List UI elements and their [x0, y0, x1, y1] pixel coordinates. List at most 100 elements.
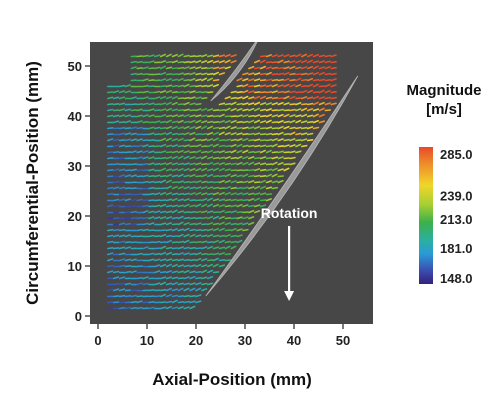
vector-arrow — [118, 144, 126, 148]
vector-arrow — [201, 125, 208, 130]
vector-arrow — [165, 162, 173, 166]
vector-arrow — [107, 186, 114, 190]
vector-arrow — [189, 156, 196, 160]
vector-arrow — [112, 120, 120, 124]
vector-arrow — [218, 180, 225, 184]
vector-arrow — [248, 210, 255, 214]
vector-arrow — [136, 55, 143, 58]
vector-arrow — [300, 78, 308, 82]
vector-arrow — [230, 222, 237, 226]
vector-arrow — [142, 78, 149, 82]
vector-arrow — [148, 60, 155, 64]
vector-arrow — [159, 114, 167, 118]
vector-arrow — [189, 85, 196, 88]
vector-arrow — [136, 306, 143, 310]
vector-arrow — [271, 167, 278, 172]
vector-arrow — [207, 245, 214, 250]
vector-arrow — [277, 180, 284, 184]
vector-arrow — [195, 103, 202, 106]
vector-arrow — [195, 252, 202, 256]
vector-arrow — [248, 156, 255, 160]
vector-arrow — [265, 96, 273, 100]
vector-arrow — [154, 295, 161, 298]
vector-arrow — [183, 239, 190, 244]
vector-arrow — [148, 175, 155, 178]
vector-arrow — [254, 192, 261, 196]
vector-arrow — [300, 53, 308, 58]
vector-arrow — [265, 66, 273, 70]
vector-arrow — [189, 199, 196, 202]
vector-arrow — [112, 163, 120, 166]
vector-arrow — [224, 59, 231, 64]
vector-arrow — [195, 138, 202, 142]
vector-arrow — [136, 198, 143, 202]
vector-arrow — [183, 108, 190, 112]
vector-arrow — [295, 77, 302, 82]
vector-arrow — [130, 126, 137, 130]
vector-arrow — [165, 192, 172, 196]
vector-arrow — [142, 282, 149, 286]
vector-arrow — [230, 204, 237, 208]
vector-arrow — [306, 114, 314, 118]
vector-arrow — [183, 90, 190, 94]
vector-arrow — [230, 119, 237, 124]
vector-arrow — [201, 163, 208, 166]
vector-arrow — [224, 107, 231, 112]
x-tick-label: 20 — [189, 333, 203, 348]
vector-arrow — [230, 198, 237, 202]
vector-arrow — [306, 96, 314, 100]
vector-arrow — [107, 247, 114, 250]
vector-arrow — [254, 162, 261, 166]
vector-arrow — [318, 85, 326, 88]
vector-arrow — [177, 270, 184, 274]
vector-arrow — [248, 107, 255, 112]
vector-arrow — [224, 144, 231, 148]
vector-arrow — [183, 181, 190, 184]
vector-arrow — [171, 299, 178, 304]
vector-arrow — [165, 210, 173, 214]
vector-arrow — [165, 108, 172, 112]
vector-arrow — [207, 161, 214, 166]
vector-arrow — [207, 192, 214, 196]
vector-arrow — [330, 102, 337, 106]
vector-arrow — [318, 120, 326, 124]
vector-arrow — [136, 276, 143, 280]
vector-arrow — [124, 174, 131, 178]
vector-arrow — [201, 108, 208, 112]
vector-arrow — [207, 108, 214, 112]
vector-arrow — [283, 95, 290, 100]
vector-arrow — [306, 89, 314, 94]
vector-arrow — [183, 294, 190, 298]
vector-arrow — [224, 138, 231, 142]
vector-arrow — [201, 210, 208, 214]
vector-arrow — [183, 276, 190, 280]
vector-arrow — [207, 72, 214, 76]
vector-arrow — [248, 65, 255, 70]
vector-arrow — [242, 126, 249, 130]
vector-arrow — [265, 193, 273, 196]
vector-arrow — [171, 223, 179, 226]
vector-arrow — [195, 66, 202, 70]
vector-arrow — [195, 96, 202, 100]
vector-arrow — [189, 294, 196, 298]
vector-arrow — [124, 114, 131, 118]
vector-arrow — [148, 139, 155, 142]
vector-arrow — [201, 288, 208, 292]
vector-arrow — [142, 144, 149, 148]
vector-arrow — [201, 77, 208, 82]
vector-arrow — [171, 60, 178, 64]
vector-arrow — [289, 54, 296, 58]
vector-arrow — [124, 120, 131, 124]
vector-arrow — [171, 144, 178, 148]
vector-arrow — [295, 119, 302, 124]
vector-arrow — [207, 114, 214, 118]
vector-arrow — [248, 180, 255, 184]
vector-arrow — [212, 167, 219, 172]
vector-arrow — [318, 66, 326, 70]
vector-arrow — [171, 168, 178, 172]
vector-arrow — [254, 210, 261, 214]
vector-arrow — [159, 156, 167, 160]
vector-arrow — [271, 161, 278, 166]
vector-arrow — [224, 198, 231, 202]
vector-arrow — [236, 211, 243, 214]
